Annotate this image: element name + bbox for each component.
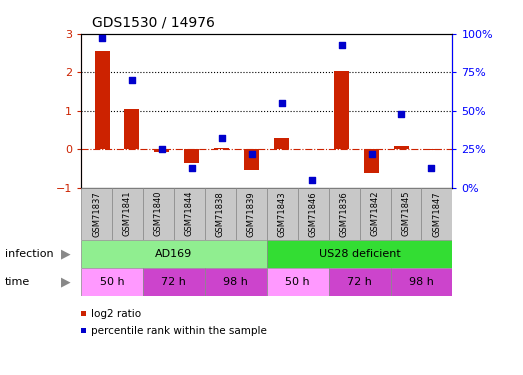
Bar (214, 148, 229, 149)
Bar (124, 109, 140, 149)
Bar (81, 240, 267, 268)
Text: percentile rank within the sample: percentile rank within the sample (91, 326, 267, 336)
Text: GSM71841: GSM71841 (123, 191, 132, 237)
Point (337, 42, 346, 48)
Bar (391, 268, 452, 296)
Text: GSM71843: GSM71843 (278, 191, 287, 237)
Bar (364, 149, 379, 173)
Text: 98 h: 98 h (409, 277, 434, 287)
Text: GSM71840: GSM71840 (154, 191, 163, 237)
Text: GSM71847: GSM71847 (433, 191, 441, 237)
Bar (185, 149, 199, 162)
Text: time: time (5, 277, 30, 287)
Bar (267, 268, 328, 296)
Bar (328, 188, 360, 240)
Text: GSM71842: GSM71842 (370, 191, 380, 237)
Point (158, 146, 166, 152)
Bar (334, 71, 349, 149)
Bar (391, 188, 422, 240)
Text: infection: infection (5, 249, 54, 259)
Text: GSM71839: GSM71839 (247, 191, 256, 237)
Text: log2 ratio: log2 ratio (91, 309, 141, 319)
Bar (422, 188, 452, 240)
Bar (424, 149, 439, 150)
Point (128, 77, 136, 83)
Point (188, 165, 196, 171)
Bar (298, 188, 328, 240)
Point (218, 135, 226, 141)
Bar (81, 268, 143, 296)
Bar (267, 188, 298, 240)
Point (98, 35, 106, 41)
Bar (274, 138, 289, 149)
Bar (236, 188, 267, 240)
Bar (95, 51, 109, 149)
Text: GSM71844: GSM71844 (185, 191, 194, 237)
Text: GSM71837: GSM71837 (92, 191, 101, 237)
Bar (154, 149, 169, 152)
Text: GSM71838: GSM71838 (216, 191, 225, 237)
Bar (394, 146, 409, 149)
Point (397, 111, 406, 117)
Bar (360, 188, 391, 240)
Text: 50 h: 50 h (100, 277, 124, 287)
Bar (143, 188, 174, 240)
Text: US28 deficient: US28 deficient (319, 249, 401, 259)
Bar (205, 188, 236, 240)
Text: GDS1530 / 14976: GDS1530 / 14976 (92, 16, 214, 30)
Point (367, 151, 376, 157)
Text: 72 h: 72 h (347, 277, 372, 287)
Point (247, 151, 256, 157)
Bar (81, 188, 112, 240)
Bar (143, 268, 205, 296)
Point (427, 165, 436, 171)
Text: 50 h: 50 h (286, 277, 310, 287)
Point (308, 177, 316, 183)
Text: 98 h: 98 h (223, 277, 248, 287)
Bar (112, 188, 143, 240)
Text: GSM71846: GSM71846 (309, 191, 317, 237)
Text: 72 h: 72 h (162, 277, 186, 287)
Bar (328, 268, 391, 296)
Text: ▶: ▶ (61, 248, 70, 261)
Text: ▶: ▶ (61, 276, 70, 289)
Bar (174, 188, 205, 240)
Text: GSM71845: GSM71845 (402, 191, 411, 237)
Point (278, 100, 286, 106)
Text: AD169: AD169 (155, 249, 192, 259)
Bar (205, 268, 267, 296)
Bar (244, 149, 259, 170)
Text: GSM71836: GSM71836 (339, 191, 349, 237)
Bar (267, 240, 452, 268)
